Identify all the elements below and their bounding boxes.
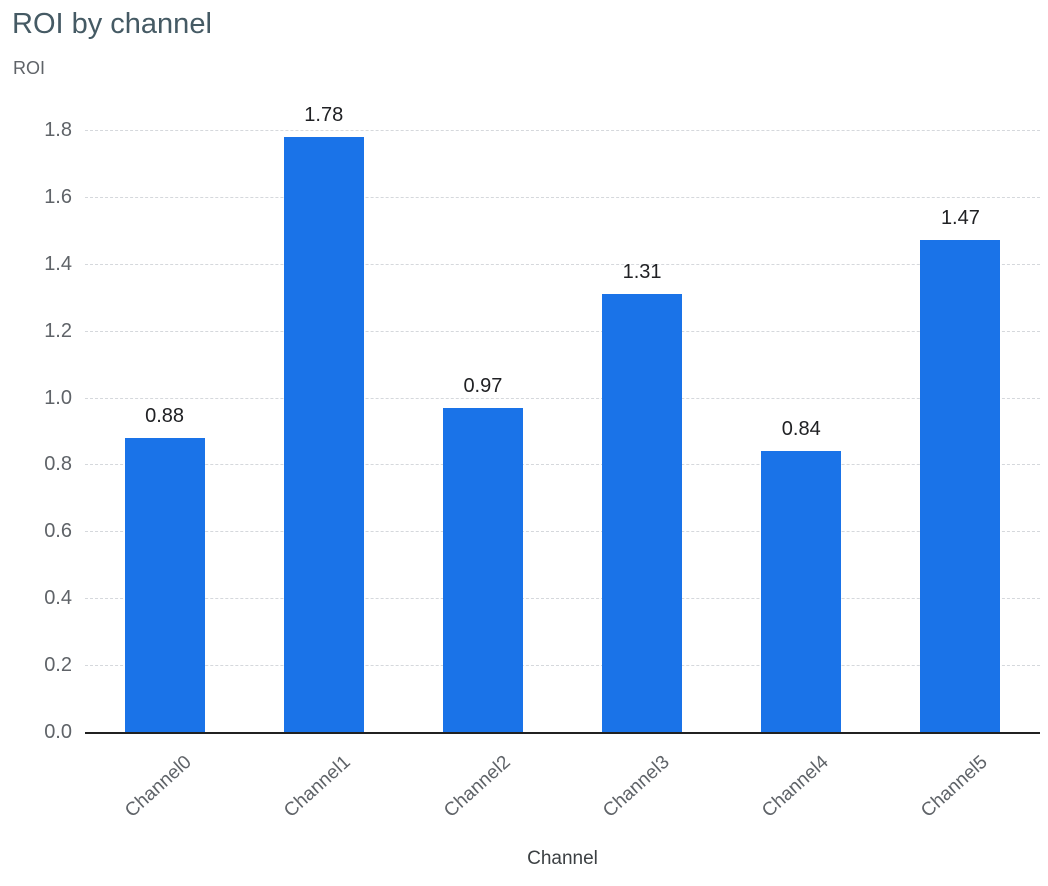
y-tick-label: 1.0 bbox=[44, 386, 72, 409]
y-tick-label: 0.4 bbox=[44, 587, 72, 610]
gridline bbox=[85, 263, 1040, 265]
bar-value-label: 0.88 bbox=[145, 404, 185, 427]
bar-value-label: 0.84 bbox=[781, 418, 821, 441]
x-tick-label: Channel5 bbox=[917, 751, 992, 822]
gridline bbox=[85, 196, 1040, 198]
bar-channel2[interactable] bbox=[442, 407, 523, 732]
x-axis-title: Channel bbox=[527, 848, 598, 869]
gridline bbox=[85, 531, 1040, 533]
bar-value-label: 1.31 bbox=[622, 260, 662, 283]
chart-title: ROI by channel bbox=[12, 8, 212, 40]
bar-value-label: 1.78 bbox=[304, 103, 344, 126]
bar-channel5[interactable] bbox=[920, 240, 1001, 732]
y-axis-tick-labels: 0.0 0.2 0.4 0.6 0.8 1.0 1.2 1.4 1.6 1.8 bbox=[0, 119, 72, 743]
y-tick-label: 0.0 bbox=[44, 721, 72, 743]
bar-value-label: 1.47 bbox=[940, 207, 980, 230]
gridline bbox=[85, 130, 1040, 131]
bar-channel1[interactable] bbox=[283, 136, 364, 732]
x-tick-label: Channel2 bbox=[439, 751, 515, 822]
gridline bbox=[85, 330, 1040, 332]
plot-area: 0.88 1.78 0.97 1.31 0.84 1.47 bbox=[85, 104, 1040, 734]
y-tick-label: 1.2 bbox=[44, 319, 72, 342]
gridline bbox=[85, 464, 1040, 466]
x-axis-tick-labels: Channel0 Channel1 Channel2 Channel3 Channel4… bbox=[85, 742, 1040, 838]
x-tick-label: Channel3 bbox=[598, 751, 674, 822]
y-tick-label: 1.6 bbox=[44, 185, 72, 208]
y-axis-title: ROI bbox=[13, 58, 46, 78]
y-tick-label: 0.8 bbox=[44, 453, 72, 476]
y-tick-label: 1.8 bbox=[44, 119, 72, 141]
y-tick-label: 0.6 bbox=[44, 520, 72, 543]
y-tick-label: 1.4 bbox=[44, 252, 72, 275]
x-tick-label: Channel4 bbox=[758, 751, 833, 822]
x-tick-label: Channel1 bbox=[280, 751, 356, 822]
bar-channel0[interactable] bbox=[124, 437, 205, 732]
bar-channel3[interactable] bbox=[602, 293, 683, 732]
x-tick-label: Channel0 bbox=[121, 751, 196, 822]
bar-channel4[interactable] bbox=[761, 451, 842, 732]
gridline bbox=[85, 397, 1040, 399]
gridline bbox=[85, 598, 1040, 600]
bar-value-label: 0.97 bbox=[463, 374, 503, 397]
y-tick-label: 0.2 bbox=[44, 654, 72, 677]
gridline bbox=[85, 665, 1040, 667]
